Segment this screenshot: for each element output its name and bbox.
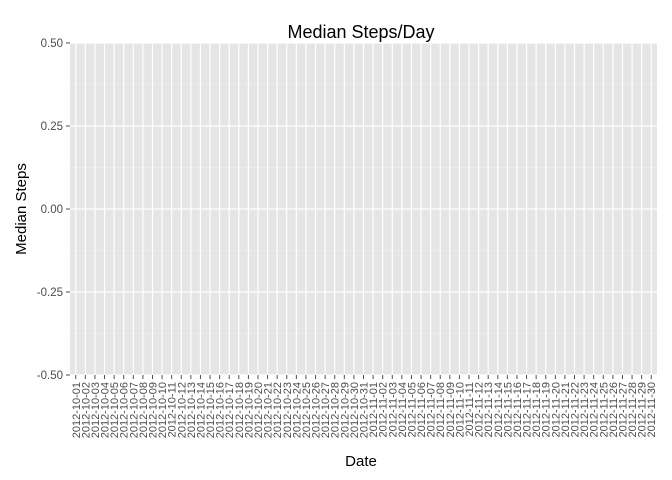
y-tick-label: 0.50 [41,38,63,50]
x-tick-label: 2012-10-09 [147,382,159,438]
x-tick-label: 2012-11-24 [589,382,601,437]
x-tick-label: 2012-10-13 [186,382,198,438]
x-tick-label: 2012-10-27 [320,382,332,438]
x-tick-label: 2012-10-28 [330,382,342,438]
x-tick-label: 2012-10-14 [195,382,207,438]
x-tick-label: 2012-10-31 [359,382,371,438]
x-axis-title: Date [345,453,377,470]
x-tick-label: 2012-10-10 [157,382,169,438]
x-tick-label: 2012-11-14 [493,382,505,437]
x-tick-label: 2012-11-17 [522,382,534,437]
x-tick-label: 2012-11-15 [502,382,514,437]
plot-panel [70,42,657,376]
y-tick-label: 0.25 [41,121,63,133]
x-tick-label: 2012-11-28 [627,382,639,437]
y-tick-label: 0.00 [41,204,63,216]
x-tick-label: 2012-11-18 [531,382,543,437]
x-tick-label: 2012-10-24 [291,382,303,438]
chart-title: Median Steps/Day [287,22,434,42]
x-tick-label: 2012-11-02 [378,382,390,437]
x-tick-label: 2012-11-22 [570,382,582,437]
x-tick-label: 2012-11-08 [435,382,447,437]
x-tick-label: 2012-11-13 [483,382,495,437]
x-tick-label: 2012-10-18 [234,382,246,438]
x-tick-label: 2012-11-05 [406,382,418,437]
x-tick-label: 2012-10-05 [109,382,121,438]
y-axis: 0.50 0.25 0.00 -0.25 -0.50 [37,38,70,382]
x-tick-label: 2012-10-16 [215,382,227,438]
x-tick-label: 2012-11-21 [560,382,572,437]
x-tick-label: 2012-10-15 [205,382,217,438]
x-tick-label: 2012-10-25 [301,382,313,438]
x-tick-label: 2012-11-06 [416,382,428,437]
y-tick-label: -0.50 [37,370,63,382]
x-tick-label: 2012-10-29 [339,382,351,438]
x-tick-label: 2012-11-20 [550,382,562,437]
x-tick-label: 2012-10-04 [100,382,112,438]
x-tick-label: 2012-11-16 [512,382,524,437]
x-tick-label: 2012-11-11 [464,382,476,437]
x-tick-label: 2012-10-03 [90,382,102,438]
x-tick-label: 2012-11-19 [541,382,553,437]
x-tick-label: 2012-10-06 [119,382,131,438]
x-tick-label: 2012-10-26 [311,382,323,438]
x-tick-label: 2012-11-29 [637,382,649,437]
x-tick-label: 2012-10-07 [128,382,140,438]
x-tick-label: 2012-10-30 [349,382,361,438]
x-tick-label: 2012-11-12 [474,382,486,437]
y-tick-label: -0.25 [37,287,63,299]
x-tick-label: 2012-10-11 [167,382,179,437]
x-tick-label: 2012-10-17 [224,382,236,438]
x-tick-label: 2012-10-23 [282,382,294,438]
x-tick-label: 2012-10-21 [263,382,275,438]
x-tick-label: 2012-11-30 [646,382,658,437]
x-tick-label: 2012-10-12 [176,382,188,438]
x-tick-label: 2012-11-10 [454,382,466,437]
y-axis-title: Median Steps [13,163,30,255]
x-tick-label: 2012-11-09 [445,382,457,437]
x-tick-label: 2012-11-01 [368,382,380,437]
x-tick-label: 2012-10-19 [243,382,255,438]
x-tick-label: 2012-11-23 [579,382,591,437]
x-tick-label: 2012-11-07 [426,382,438,437]
x-tick-label: 2012-11-03 [387,382,399,437]
x-tick-label: 2012-10-01 [71,382,83,438]
x-tick-label: 2012-11-26 [608,382,620,437]
x-tick-label: 2012-10-22 [272,382,284,438]
x-tick-label: 2012-11-27 [617,382,629,437]
x-tick-label: 2012-10-20 [253,382,265,438]
x-tick-label: 2012-11-25 [598,382,610,437]
x-tick-label: 2012-11-04 [397,382,409,437]
x-axis: 2012-10-012012-10-022012-10-032012-10-04… [71,375,658,438]
x-tick-label: 2012-10-08 [138,382,150,438]
x-tick-label: 2012-10-02 [80,382,92,438]
